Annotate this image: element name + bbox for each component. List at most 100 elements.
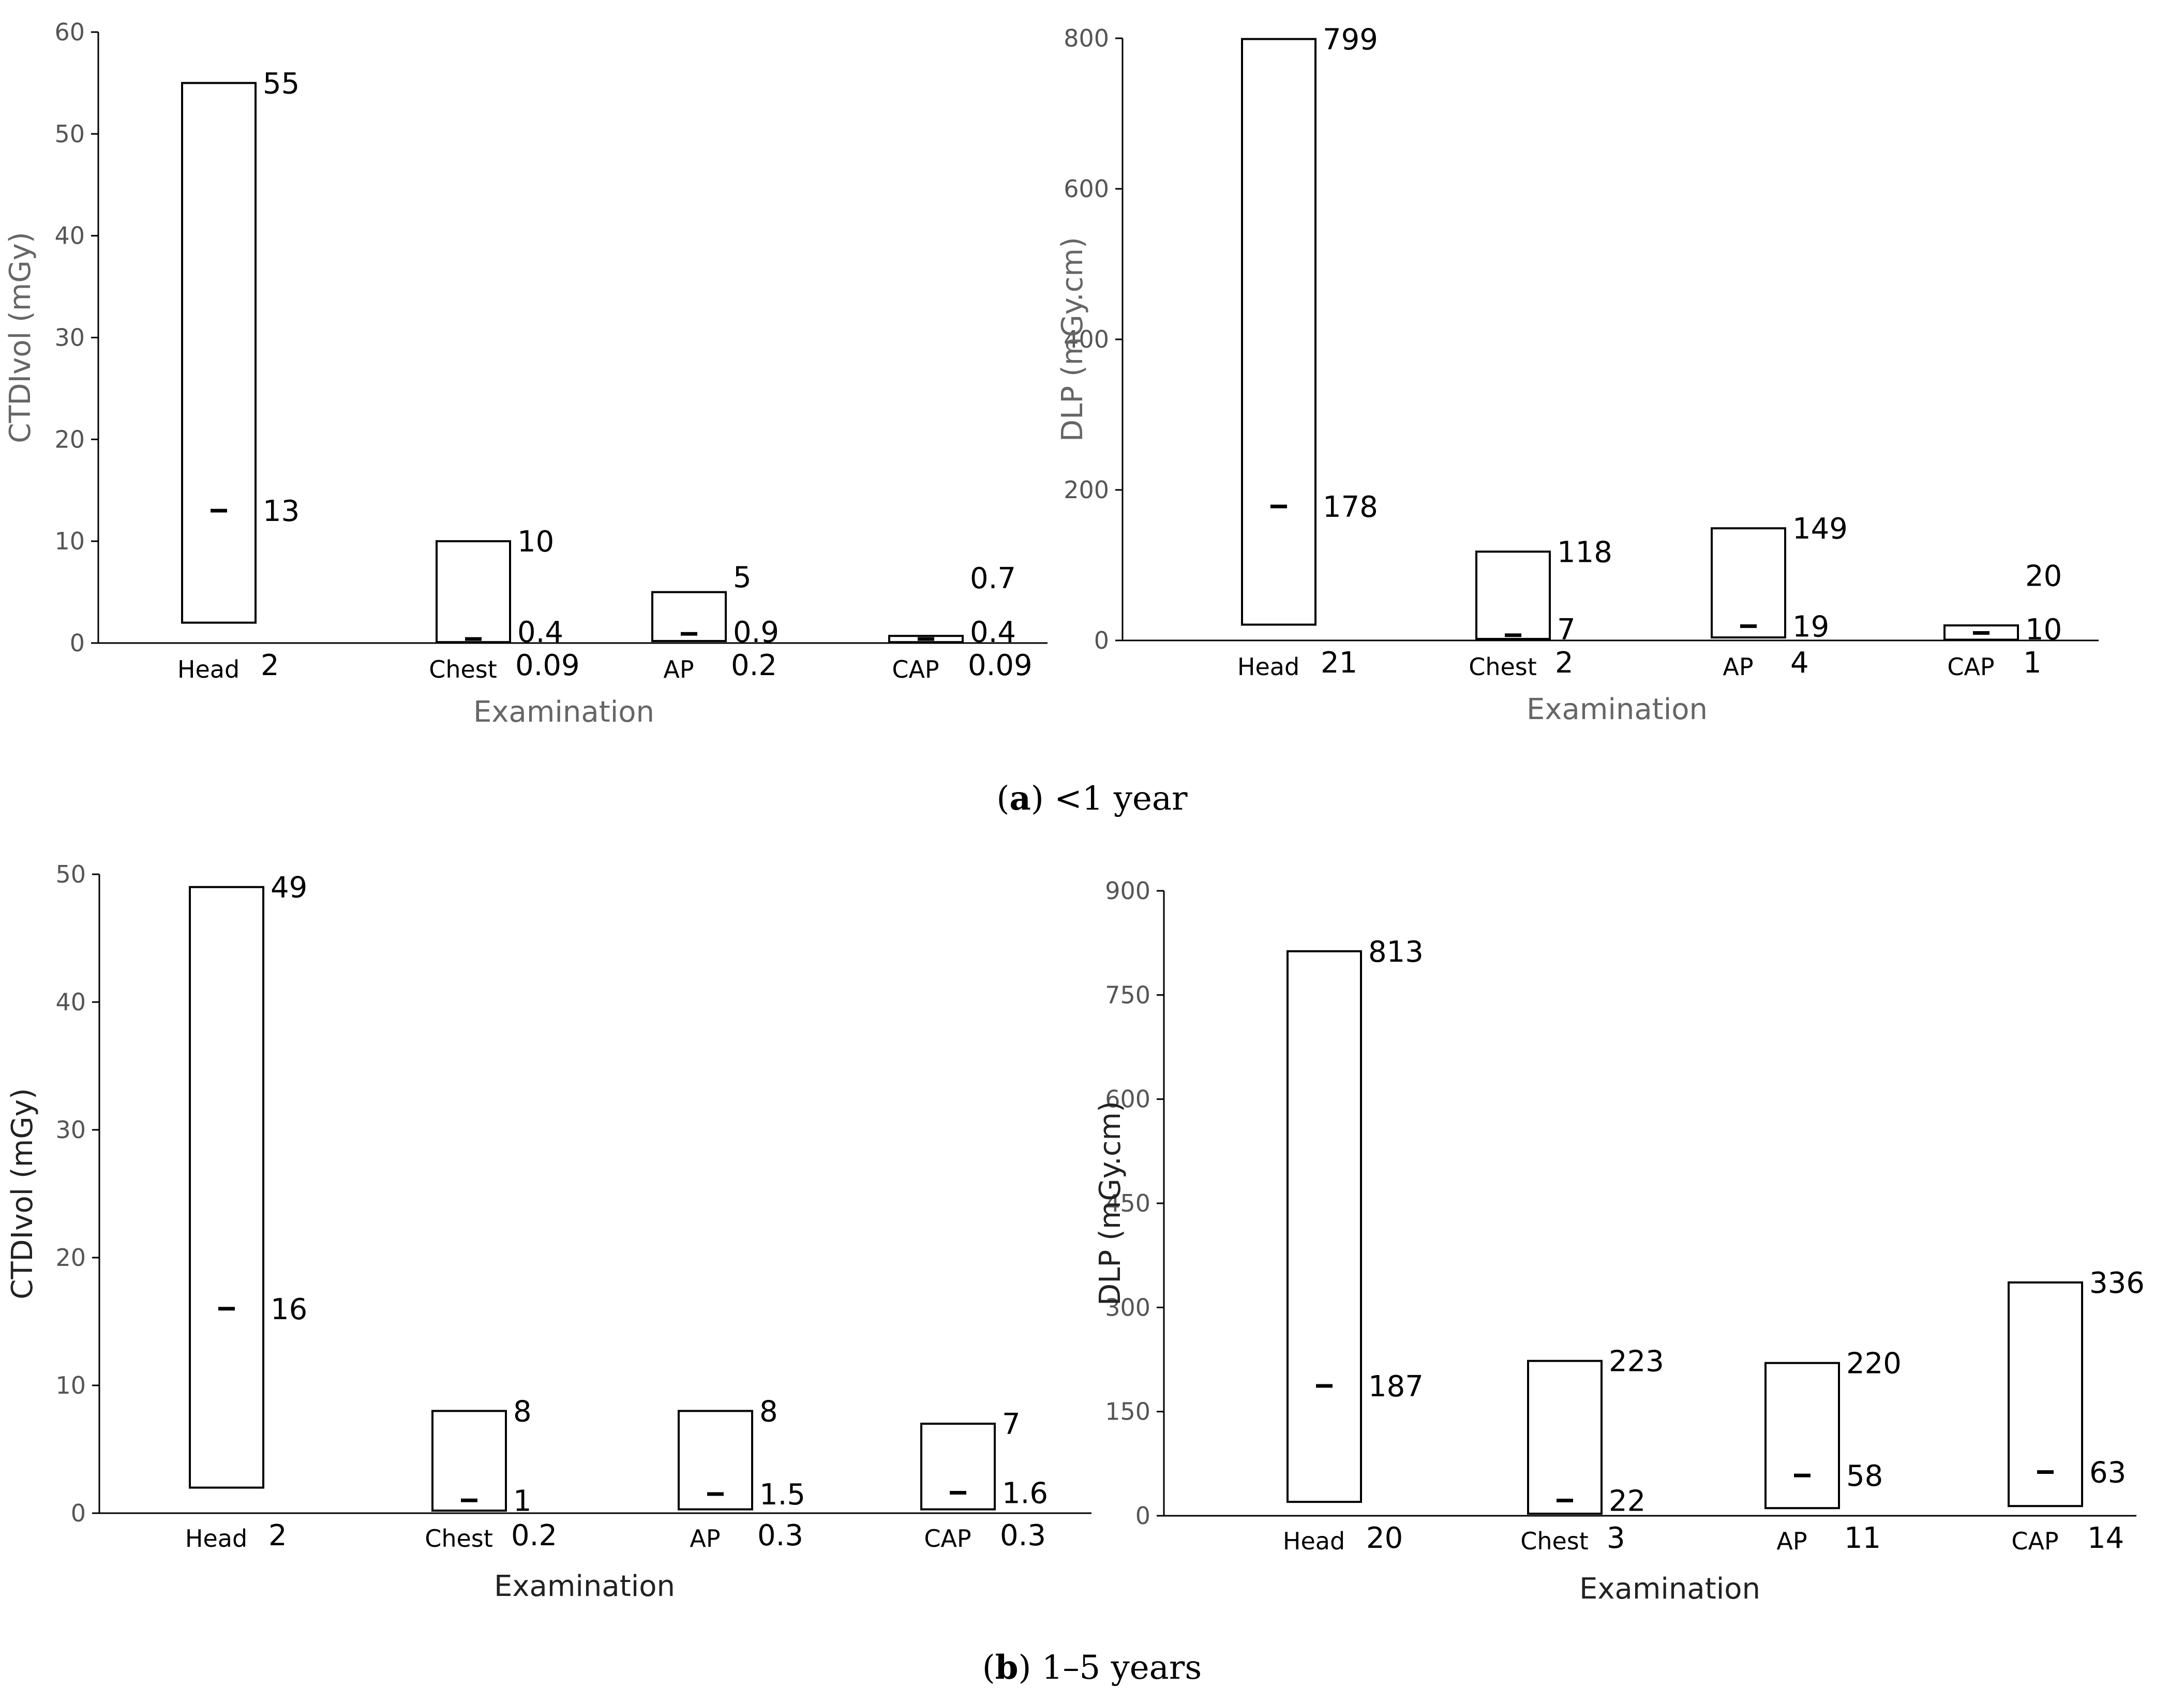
min-label-chest: 0.2 <box>511 1519 557 1552</box>
panel-a-letter: a <box>1009 779 1030 818</box>
y-tick-label: 0 <box>1094 626 1109 654</box>
range-bar-cap <box>920 1423 996 1511</box>
min-label-cap: 1 <box>2023 646 2042 680</box>
min-label-head: 2 <box>268 1519 287 1552</box>
max-label-chest: 8 <box>513 1395 532 1428</box>
min-label-head: 2 <box>261 649 279 682</box>
median-label-head: 187 <box>1368 1370 1424 1404</box>
range-bar-head <box>1287 950 1362 1503</box>
min-label-cap: 14 <box>2087 1521 2124 1555</box>
x-category-label: Head <box>1237 653 1299 681</box>
x-axis-title: Examination <box>1527 693 1708 726</box>
max-label-ap: 220 <box>1846 1347 1902 1381</box>
x-category-label: CAP <box>924 1525 971 1552</box>
min-label-cap: 0.09 <box>968 649 1033 682</box>
x-category-label: CAP <box>1947 653 1994 681</box>
y-tick-label: 30 <box>55 1116 86 1144</box>
chart-4: 0 150 300 450 600 750 900 813 187 20 Head 223 223 Che… <box>1094 877 2145 1606</box>
median-label-head: 178 <box>1323 490 1378 524</box>
median-label-cap: 63 <box>2089 1456 2126 1489</box>
max-label-chest: 223 <box>1609 1345 1664 1379</box>
max-label-head: 49 <box>271 871 307 905</box>
y-tick-label: 400 <box>1064 325 1109 353</box>
panel-b-letter: b <box>995 1648 1019 1687</box>
min-label-ap: 4 <box>1790 646 1809 680</box>
y-tick-label: 40 <box>55 988 86 1016</box>
min-label-chest: 0.09 <box>515 649 580 682</box>
max-label-head: 799 <box>1323 23 1378 56</box>
panel-a-caption-text: <1 year <box>1054 780 1188 818</box>
range-bar-head <box>189 886 264 1489</box>
max-label-ap: 8 <box>759 1395 778 1428</box>
max-label-head: 813 <box>1368 935 1424 969</box>
y-tick-label: 600 <box>1105 1085 1150 1113</box>
x-axis-title: Examination <box>494 1570 675 1603</box>
y-tick-label: 0 <box>70 629 85 657</box>
y-tick-label: 450 <box>1105 1189 1150 1217</box>
y-tick-label: 750 <box>1105 981 1150 1009</box>
y-axis-title: CTDIvol (mGy) <box>6 1088 39 1300</box>
max-label-cap: 7 <box>1002 1408 1021 1441</box>
range-bar-chest <box>431 1410 507 1512</box>
min-label-head: 20 <box>1366 1521 1403 1555</box>
y-tick-label: 40 <box>54 222 85 250</box>
median-label-chest: 22 <box>1609 1484 1646 1518</box>
max-label-chest: 118 <box>1557 535 1612 569</box>
y-tick-label: 0 <box>1135 1502 1150 1530</box>
y-tick-label: 10 <box>55 1371 86 1399</box>
x-axis-title: Examination <box>1579 1572 1760 1606</box>
y-tick-label: 300 <box>1105 1293 1150 1321</box>
panel-a-caption: (a) <1 year <box>996 779 1188 818</box>
x-category-label: AP <box>1776 1527 1807 1555</box>
y-tick-label: 600 <box>1064 175 1109 203</box>
range-bar-chest <box>1527 1360 1603 1515</box>
x-category-label: Chest <box>1520 1527 1589 1555</box>
y-tick-label: 900 <box>1105 877 1150 905</box>
chart-2: 0 200 400 600 800 799 178 21 Head 118 72 Chest 149 19… <box>1056 23 2099 726</box>
y-tick-label: 60 <box>54 18 85 46</box>
x-category-label: Head <box>185 1525 247 1552</box>
x-category-label: CAP <box>2011 1527 2058 1555</box>
y-tick-label: 30 <box>54 324 85 352</box>
max-label-ap: 5 <box>733 561 752 594</box>
range-bar-ap <box>1711 527 1786 639</box>
y-axis-title: DLP (mGy.cm) <box>1094 1101 1127 1306</box>
x-category-label: AP <box>663 655 694 683</box>
max-label-ap: 149 <box>1792 512 1848 546</box>
min-label-cap: 0.3 <box>1000 1519 1046 1552</box>
median-label-ap: 1.5 <box>759 1478 805 1512</box>
min-label-head: 21 <box>1321 646 1357 680</box>
min-label-chest: 3 <box>1607 1521 1625 1555</box>
min-label-ap: 0.3 <box>757 1519 803 1552</box>
median-label-cap: 0.4 <box>970 616 1016 649</box>
median-label-ap: 0.9 <box>733 616 779 649</box>
median-label-cap: 10 <box>2025 613 2062 647</box>
x-category-label: Head <box>177 655 240 683</box>
y-tick-label: 20 <box>55 1244 86 1272</box>
max-label-chest: 10 <box>517 525 554 559</box>
y-axis-title: CTDIvol (mGy) <box>4 232 37 443</box>
panel-b-caption-text: 1–5 years <box>1042 1649 1202 1687</box>
y-tick-label: 50 <box>54 120 85 148</box>
y-tick-label: 200 <box>1064 476 1109 504</box>
range-bar-ap <box>1764 1362 1840 1510</box>
median-label-cap: 1.6 <box>1002 1476 1048 1510</box>
y-axis-title: DLP (mGy.cm) <box>1056 237 1089 442</box>
min-label-ap: 11 <box>1844 1521 1881 1555</box>
range-bar-head <box>1241 38 1317 626</box>
median-label-ap: 58 <box>1846 1459 1883 1493</box>
median-label-chest: 0.4 <box>517 616 563 649</box>
chart-panels: 010203040506055132Head100.40.09Chest50.9… <box>4 18 2145 1606</box>
median-label-head: 13 <box>263 495 300 528</box>
y-tick-label: 0 <box>71 1499 86 1527</box>
y-tick-label: 50 <box>55 860 86 888</box>
chart-1: 010203040506055132Head100.40.09Chest50.9… <box>4 18 1048 729</box>
y-tick-label: 10 <box>54 527 85 555</box>
min-label-ap: 0.2 <box>731 649 777 682</box>
range-bar-chest <box>436 540 511 644</box>
panel-b-caption: (b) 1–5 years <box>982 1648 1202 1687</box>
max-label-cap: 336 <box>2089 1266 2145 1300</box>
median-label-chest: 7 <box>1557 613 1576 647</box>
x-category-label: CAP <box>892 655 939 683</box>
max-label-cap: 0.7 <box>970 562 1016 595</box>
